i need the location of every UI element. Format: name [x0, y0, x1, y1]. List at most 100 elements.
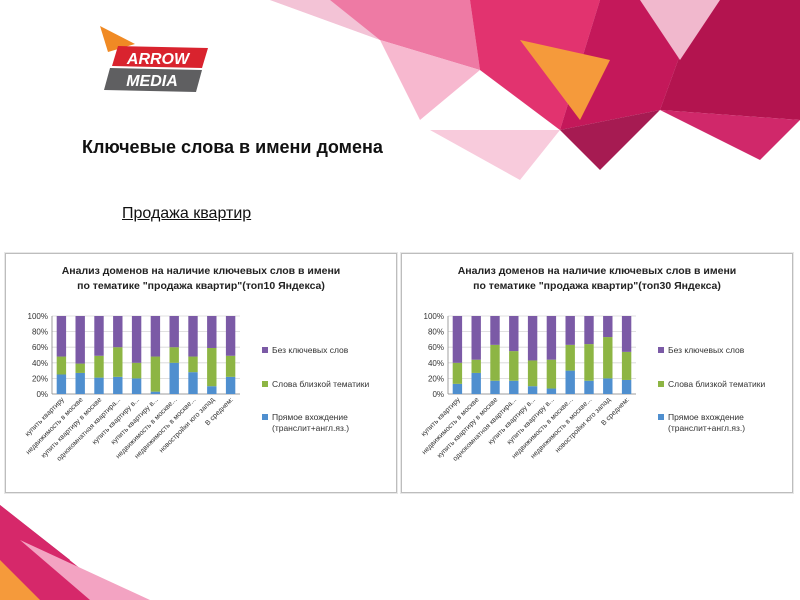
bar-segment-none [225, 316, 236, 356]
bar-segment-direct [75, 372, 85, 394]
bar-segment-direct [603, 378, 613, 394]
chart-subtitle: по тематике "продажа квартир"(топ30 Янде… [473, 280, 721, 292]
bar-segment-close [471, 359, 481, 373]
bar-segment-direct [113, 376, 123, 394]
legend-label: Прямое вхождение [272, 412, 348, 422]
bar-segment-none [621, 316, 632, 352]
bar-segment-close [546, 359, 557, 389]
bar-segment-close [584, 344, 594, 381]
bar-segment-close [603, 337, 613, 379]
bar-segment-direct [621, 379, 632, 394]
bar-segment-direct [546, 388, 557, 394]
legend-label: Слова близкой тематики [668, 379, 765, 389]
legend-swatch [658, 347, 664, 353]
bar-segment-direct [169, 362, 179, 394]
bar-segment-none [207, 316, 217, 348]
y-tick-label: 60% [32, 343, 48, 352]
chart-subtitle: по тематике "продажа квартир"(топ10 Янде… [77, 280, 325, 292]
bar-segment-none [565, 316, 575, 345]
y-tick-label: 100% [424, 312, 444, 321]
bar-segment-close [94, 355, 104, 378]
bar-segment-close [509, 351, 519, 381]
bar-segment-close [56, 356, 67, 375]
bar-segment-close [150, 356, 161, 392]
bar-segment-direct [94, 377, 104, 394]
bar-segment-none [113, 316, 123, 348]
bar-segment-close [452, 362, 463, 384]
bar-segment-close [565, 344, 575, 371]
chart-title: Анализ доменов на наличие ключевых слов … [62, 265, 341, 277]
bar-segment-none [527, 316, 538, 361]
bar-segment-direct [527, 386, 538, 394]
y-tick-label: 40% [32, 359, 48, 368]
bar-segment-direct [150, 391, 161, 394]
y-tick-label: 80% [32, 328, 48, 337]
bar-segment-direct [56, 374, 67, 394]
bar-segment-close [169, 347, 179, 363]
chart-panel-top10: Анализ доменов на наличие ключевых слов … [5, 253, 397, 493]
bar-segment-close [188, 356, 198, 373]
bar-segment-direct [584, 380, 594, 394]
y-tick-label: 80% [428, 328, 444, 337]
bar-segment-direct [490, 380, 500, 394]
chart-panel-top30: Анализ доменов на наличие ключевых слов … [401, 253, 793, 493]
bar-segment-none [188, 316, 198, 357]
bar-segment-none [94, 316, 104, 356]
bar-segment-direct [188, 372, 198, 394]
bar-segment-close [225, 355, 236, 377]
bar-segment-none [150, 316, 161, 357]
page-title: Ключевые слова в имени домена [82, 137, 383, 157]
y-tick-label: 40% [428, 359, 444, 368]
bar-segment-none [490, 316, 500, 345]
legend-swatch [658, 381, 664, 387]
logo-gray-band [104, 68, 202, 92]
legend-swatch [262, 347, 268, 353]
bar-segment-close [621, 351, 632, 380]
legend-swatch [262, 381, 268, 387]
bar-segment-direct [471, 372, 481, 394]
bar-segment-none [584, 316, 594, 345]
bar-segment-none [169, 316, 179, 348]
bar-segment-none [56, 316, 67, 357]
legend-label: Без ключевых слов [272, 345, 349, 355]
bar-segment-direct [225, 376, 236, 394]
stacked-bar-chart-top10: Анализ доменов на наличие ключевых слов … [24, 265, 369, 463]
bar-segment-none [75, 316, 85, 364]
y-tick-label: 0% [36, 390, 48, 399]
bar-segment-none [471, 316, 481, 360]
bar-segment-close [131, 362, 142, 379]
bar-segment-none [546, 316, 557, 360]
legend-label: Прямое вхождение [668, 412, 744, 422]
y-tick-label: 100% [28, 312, 48, 321]
bar-segment-close [113, 347, 123, 377]
legend-swatch [658, 414, 664, 420]
bar-segment-none [452, 316, 463, 363]
bar-segment-close [207, 347, 217, 387]
bar-segment-direct [452, 383, 463, 394]
legend-label-line2: (транслит+англ.яз.) [668, 423, 745, 433]
bar-segment-close [490, 344, 500, 381]
legend-label: Слова близкой тематики [272, 379, 369, 389]
bar-segment-none [509, 316, 519, 352]
logo-red-band [112, 46, 208, 68]
bar-segment-none [603, 316, 613, 338]
bar-segment-none [131, 316, 142, 363]
logo-line1: ARROW [126, 51, 191, 68]
chart-title: Анализ доменов на наличие ключевых слов … [458, 265, 737, 277]
legend-label-line2: (транслит+англ.яз.) [272, 423, 349, 433]
bar-segment-direct [509, 380, 519, 394]
arrow-media-logo: ARROW MEDIA [100, 26, 208, 92]
bar-segment-direct [207, 386, 217, 394]
bar-segment-close [75, 363, 85, 373]
logo-orange-shard [100, 26, 135, 52]
y-tick-label: 60% [428, 343, 444, 352]
bar-segment-direct [565, 370, 575, 394]
bar-segment-direct [131, 378, 142, 394]
legend-label: Без ключевых слов [668, 345, 745, 355]
page-subtitle: Продажа квартир [122, 205, 252, 222]
stacked-bar-chart-top30: Анализ доменов на наличие ключевых слов … [420, 265, 765, 463]
y-tick-label: 20% [32, 374, 48, 383]
y-tick-label: 20% [428, 374, 444, 383]
legend-swatch [262, 414, 268, 420]
